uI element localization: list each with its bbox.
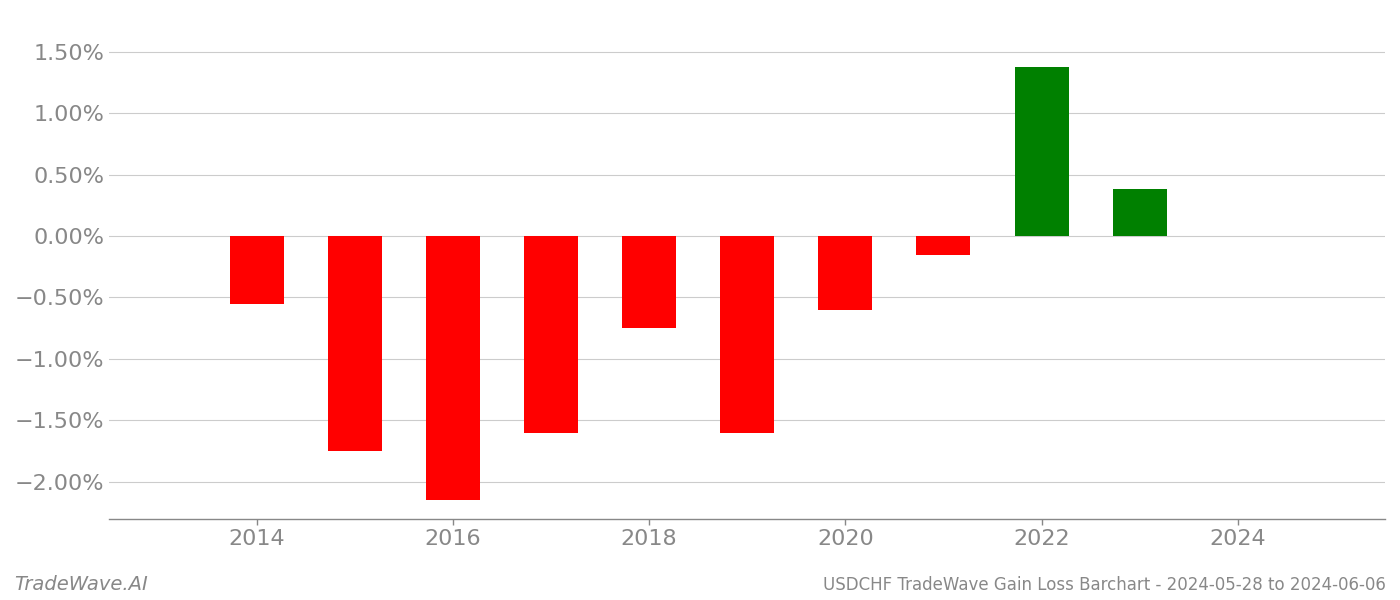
Text: TradeWave.AI: TradeWave.AI [14, 575, 148, 594]
Bar [230, 236, 284, 304]
Text: USDCHF TradeWave Gain Loss Barchart - 2024-05-28 to 2024-06-06: USDCHF TradeWave Gain Loss Barchart - 20… [823, 576, 1386, 594]
Bar [1113, 190, 1166, 236]
Bar [524, 236, 578, 433]
Bar [720, 236, 774, 433]
Bar [622, 236, 676, 328]
Bar [819, 236, 872, 310]
Bar [917, 236, 970, 254]
Bar [426, 236, 480, 500]
Bar [1015, 67, 1068, 236]
Bar [328, 236, 382, 451]
